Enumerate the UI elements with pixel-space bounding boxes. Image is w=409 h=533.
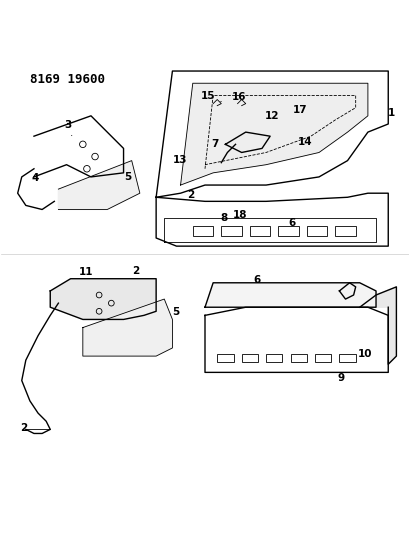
Text: 11: 11 <box>79 268 93 278</box>
Text: 17: 17 <box>292 104 306 115</box>
Text: 2: 2 <box>20 423 27 433</box>
Polygon shape <box>50 279 156 319</box>
Text: 13: 13 <box>172 155 187 165</box>
Text: 2: 2 <box>186 190 193 200</box>
Text: 3: 3 <box>64 120 72 135</box>
Text: 8: 8 <box>220 213 227 223</box>
Text: 8169 19600: 8169 19600 <box>30 73 105 86</box>
Text: 1: 1 <box>387 108 395 118</box>
Text: 6: 6 <box>252 275 260 285</box>
Text: 15: 15 <box>200 91 221 102</box>
Polygon shape <box>180 83 367 185</box>
Text: 6: 6 <box>288 218 295 228</box>
Polygon shape <box>58 160 139 209</box>
Text: 9: 9 <box>337 373 344 383</box>
Text: 12: 12 <box>265 111 279 121</box>
Polygon shape <box>204 283 375 307</box>
Polygon shape <box>83 299 172 356</box>
Text: 4: 4 <box>31 173 38 183</box>
Text: 16: 16 <box>231 92 245 102</box>
Text: 7: 7 <box>211 139 218 149</box>
Text: 5: 5 <box>172 308 179 317</box>
Text: 10: 10 <box>357 349 372 359</box>
Text: 18: 18 <box>232 211 247 221</box>
Text: 14: 14 <box>297 137 312 147</box>
Text: 2: 2 <box>131 266 139 276</box>
Polygon shape <box>359 287 396 364</box>
Text: 5: 5 <box>124 172 131 182</box>
